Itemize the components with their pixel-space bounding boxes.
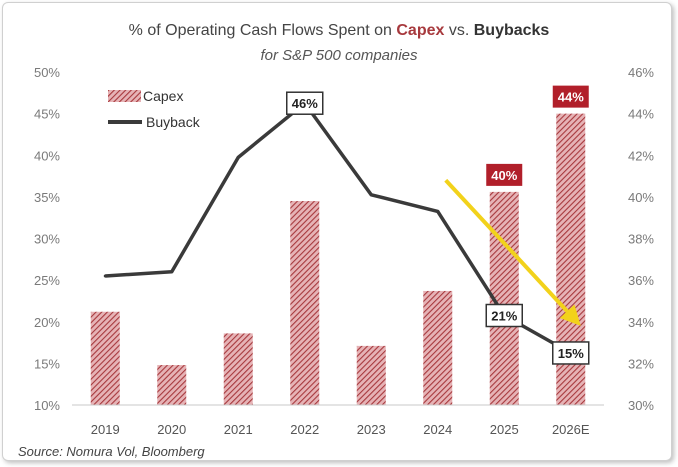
right-tick-label: 34% xyxy=(628,315,654,330)
right-tick-label: 44% xyxy=(628,107,654,122)
capex-bar-2024 xyxy=(423,290,453,405)
chart-legend: Capex Buyback xyxy=(108,88,201,130)
x-tick-label: 2026E xyxy=(552,422,590,437)
capex-bar-2022 xyxy=(290,201,320,405)
callout-capex-2026e: 44% xyxy=(552,85,589,108)
capex-bars xyxy=(90,113,586,405)
source-note: Source: Nomura Vol, Bloomberg xyxy=(18,444,205,459)
left-tick-label: 25% xyxy=(34,273,60,288)
legend-capex-label: Capex xyxy=(143,88,183,104)
legend-capex-swatch xyxy=(108,90,141,102)
capex-bar-2019 xyxy=(90,311,120,405)
trend-arrow xyxy=(444,178,581,326)
callout-buyback-2025: 21% xyxy=(485,303,523,328)
callout-box xyxy=(552,341,590,365)
callout-box xyxy=(485,303,523,328)
buyback-point-2021 xyxy=(236,155,240,159)
callout-box xyxy=(552,85,589,108)
callout-buyback-2026e: 15% xyxy=(552,341,590,365)
callout-label: 44% xyxy=(558,90,584,105)
trend-arrow-shaft xyxy=(444,178,569,313)
left-tick-label: 35% xyxy=(34,190,60,205)
x-tick-label: 2020 xyxy=(157,422,186,437)
buyback-point-2024 xyxy=(436,209,440,213)
left-tick-label: 15% xyxy=(34,356,60,371)
right-y-axis: 30% 32% 34% 36% 38% 40% 42% 44% 46% xyxy=(628,65,654,413)
callout-box xyxy=(486,163,523,186)
left-tick-label: 50% xyxy=(34,65,60,80)
right-tick-label: 32% xyxy=(628,356,654,371)
capex-bar-2020 xyxy=(157,365,187,405)
callout-label: 21% xyxy=(491,309,517,324)
right-tick-label: 42% xyxy=(628,148,654,163)
left-tick-label: 20% xyxy=(34,315,60,330)
buyback-point-2023 xyxy=(369,193,373,197)
right-tick-label: 36% xyxy=(628,273,654,288)
callout-label: 46% xyxy=(292,96,318,111)
right-tick-label: 46% xyxy=(628,65,654,80)
legend-buyback-label: Buyback xyxy=(146,114,201,130)
x-tick-label: 2023 xyxy=(357,422,386,437)
right-tick-label: 30% xyxy=(628,398,654,413)
left-tick-label: 40% xyxy=(34,148,60,163)
x-tick-label: 2024 xyxy=(423,422,452,437)
left-tick-label: 45% xyxy=(34,107,60,122)
right-tick-label: 40% xyxy=(628,190,654,205)
x-tick-label: 2019 xyxy=(91,422,120,437)
x-tick-label: 2025 xyxy=(490,422,519,437)
x-axis: 2019 2020 2021 2022 2023 2024 2025 2026E xyxy=(91,422,590,437)
callout-box xyxy=(286,91,324,115)
right-tick-label: 38% xyxy=(628,232,654,247)
capex-bar-2023 xyxy=(356,345,386,405)
x-tick-label: 2022 xyxy=(290,422,319,437)
buyback-series-line xyxy=(105,101,572,355)
callout-capex-2025: 40% xyxy=(486,163,523,186)
left-tick-label: 10% xyxy=(34,398,60,413)
left-tick-label: 30% xyxy=(34,232,60,247)
chart-subtitle: for S&P 500 companies xyxy=(260,47,418,64)
trend-arrow-head xyxy=(559,304,581,326)
callouts: 40% 44% 46% 21% 15% xyxy=(286,85,590,365)
left-y-axis: 10% 15% 20% 25% 30% 35% 40% 45% 50% xyxy=(34,65,60,413)
buyback-point-2019 xyxy=(103,274,107,278)
callout-label: 40% xyxy=(491,168,517,183)
chart-title: % of Operating Cash Flows Spent on Capex… xyxy=(129,22,550,39)
buyback-point-2020 xyxy=(170,270,174,274)
callout-label: 15% xyxy=(558,346,584,361)
callout-buyback-2022: 46% xyxy=(286,91,324,115)
capex-bar-2021 xyxy=(223,333,253,405)
x-tick-label: 2021 xyxy=(224,422,253,437)
